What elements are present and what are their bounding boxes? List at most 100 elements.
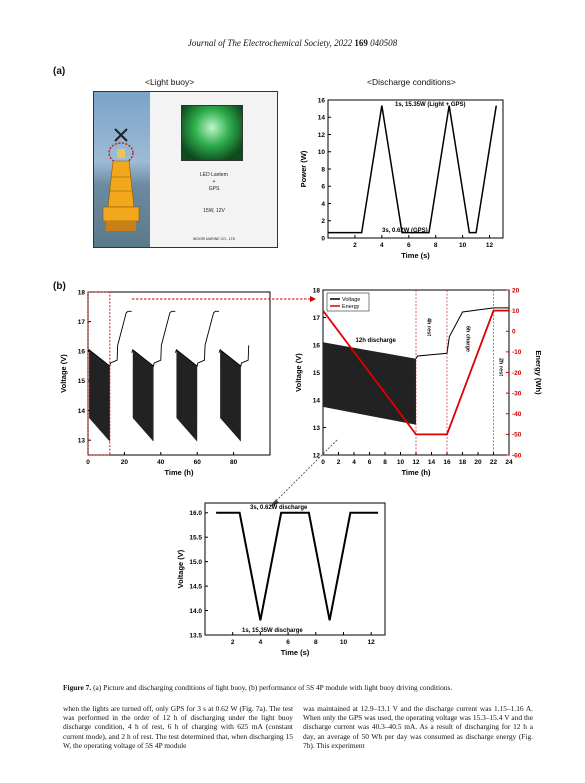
y2-axis-label: Energy (Wh)	[534, 350, 543, 395]
x-tick-label: 10	[397, 459, 405, 466]
y-tick-label: 18	[78, 289, 86, 296]
buoy-illustration	[102, 128, 140, 231]
discharge-band	[220, 349, 241, 442]
y-tick-label: 15	[78, 378, 86, 385]
x-axis-label: Time (s)	[281, 648, 310, 657]
y-tick-label: 16	[78, 349, 86, 356]
body-text-left: when the lights are turned off, only GPS…	[63, 704, 293, 750]
annotation-6h-charge: 6h charge	[464, 326, 470, 352]
zoom-voltage-line	[216, 511, 379, 621]
x-tick-label: 6	[368, 459, 372, 466]
y-tick-label: 18	[313, 287, 321, 294]
panel-b-label: (b)	[53, 281, 66, 292]
x-tick-label: 0	[86, 459, 90, 466]
y-tick-label: 17	[78, 319, 86, 326]
y-tick-label: 8	[321, 166, 325, 173]
y2-tick-label: -50	[512, 432, 522, 439]
annotation-1s-discharge: 1s, 15.35W discharge	[242, 628, 303, 634]
y-tick-label: 12	[313, 452, 321, 459]
photo-text-plus: +	[212, 179, 216, 185]
voltage-cycle-line	[174, 310, 220, 367]
zoom-connectors	[132, 296, 338, 507]
y-tick-label: 17	[313, 315, 321, 322]
y-tick-label: 13.5	[189, 632, 202, 639]
annotation-2h-rest: 2h rest	[498, 358, 504, 376]
discharge-band	[176, 349, 198, 442]
photo-text-led: LED Lantern	[199, 172, 229, 178]
x-tick-label: 8	[314, 639, 318, 646]
light-buoy-photo: LED Lantern + GPS 15W, 12V WOORI MARINE …	[93, 91, 278, 248]
article-number: 040508	[370, 38, 398, 48]
y2-tick-label: -10	[512, 349, 522, 356]
y2-tick-label: -40	[512, 411, 522, 418]
y-axis-label: Voltage (V)	[294, 353, 303, 392]
x-tick-label: 12	[368, 639, 376, 646]
y-tick-label: 13	[313, 425, 321, 432]
x-tick-label: 22	[490, 459, 498, 466]
y-tick-label: 6	[321, 184, 325, 191]
y-tick-label: 15.5	[189, 535, 202, 542]
y-tick-label: 14	[78, 408, 86, 415]
y-tick-label: 14.0	[189, 608, 202, 615]
photo-text-spec: 15W, 12V	[203, 208, 225, 214]
x-axis-label: Time (s)	[401, 251, 430, 260]
y2-tick-label: 0	[512, 329, 516, 336]
legend-voltage: Voltage	[342, 297, 360, 303]
y-tick-label: 16	[313, 342, 321, 349]
x-tick-label: 18	[459, 459, 467, 466]
voltage-cycle-line	[87, 310, 132, 367]
annotation-light-gps: 1s, 15.35W (Light + GPS)	[395, 102, 466, 108]
voltage-energy-chart: 0 2 4 6 8 10 12 14 16 18 20 22 2412131415161718Time …	[294, 287, 543, 477]
x-tick-label: 10	[340, 639, 348, 646]
x-axis-label: Time (h)	[401, 468, 431, 477]
y-axis-label: Power (W)	[299, 150, 308, 187]
y-tick-label: 4	[321, 201, 325, 208]
x-tick-label: 12	[412, 459, 420, 466]
y-tick-label: 14	[318, 115, 326, 122]
caption-label: Figure 7.	[63, 683, 92, 692]
x-tick-label: 80	[230, 459, 238, 466]
x-tick-label: 20	[121, 459, 129, 466]
x-tick-label: 8	[383, 459, 387, 466]
x-tick-label: 12	[486, 242, 494, 249]
x-tick-label: 6	[407, 242, 411, 249]
x-tick-label: 2	[231, 639, 235, 646]
y-tick-label: 2	[321, 218, 325, 225]
zoom-highlight-box	[87, 291, 111, 456]
annotation-4h-rest: 4h rest	[426, 318, 432, 336]
x-tick-label: 60	[194, 459, 202, 466]
discharge-band	[132, 349, 154, 442]
running-header: Journal of The Electrochemical Society, …	[0, 38, 585, 48]
y-tick-label: 16.0	[189, 510, 202, 517]
annotation-3s-discharge: 3s, 0.62W discharge	[250, 505, 308, 511]
x-tick-label: 4	[259, 639, 263, 646]
x-tick-label: 6	[286, 639, 290, 646]
y-tick-label: 0	[321, 235, 325, 242]
y-tick-label: 16	[318, 97, 326, 104]
journal-name: Journal of The Electrochemical Society,	[187, 38, 332, 48]
y-tick-label: 13	[78, 437, 86, 444]
x-axis-label: Time (h)	[164, 468, 194, 477]
x-tick-label: 20	[474, 459, 482, 466]
x-tick-label: 14	[428, 459, 436, 466]
y2-tick-label: -20	[512, 370, 522, 377]
body-text-right: was maintained at 12.9–13.1 V and the di…	[303, 704, 533, 750]
photo-title: <Light buoy>	[145, 77, 195, 87]
annotation-12h-discharge: 12h discharge	[356, 338, 397, 344]
x-tick-label: 4	[352, 459, 356, 466]
y-axis-label: Voltage (V)	[176, 549, 185, 588]
plot-frame	[204, 502, 386, 636]
y-axis-label: Voltage (V)	[59, 354, 68, 393]
panel-a-label: (a)	[53, 66, 66, 77]
legend-energy: Energy	[342, 304, 360, 310]
x-tick-label: 2	[337, 459, 341, 466]
y-tick-label: 12	[318, 132, 326, 139]
discharge-band	[89, 349, 110, 442]
y2-tick-label: -60	[512, 452, 522, 459]
voltage-zoom-chart: 2 4 6 8 10 12 13.5 14.0 14.5 15.0 15.5 16.0 Time (s)…	[176, 502, 386, 657]
x-tick-label: 10	[459, 242, 467, 249]
y2-tick-label: -30	[512, 390, 522, 397]
caption-text: (a) Picture and discharging conditions o…	[93, 683, 453, 692]
annotation-gps: 3s, 0.62W (GPS)	[382, 228, 428, 234]
power-chart: 2 4 6 8 10 12 0 2 4 6 8 10 12 14 16 Time (s) Power (W) 1s…	[299, 97, 504, 260]
